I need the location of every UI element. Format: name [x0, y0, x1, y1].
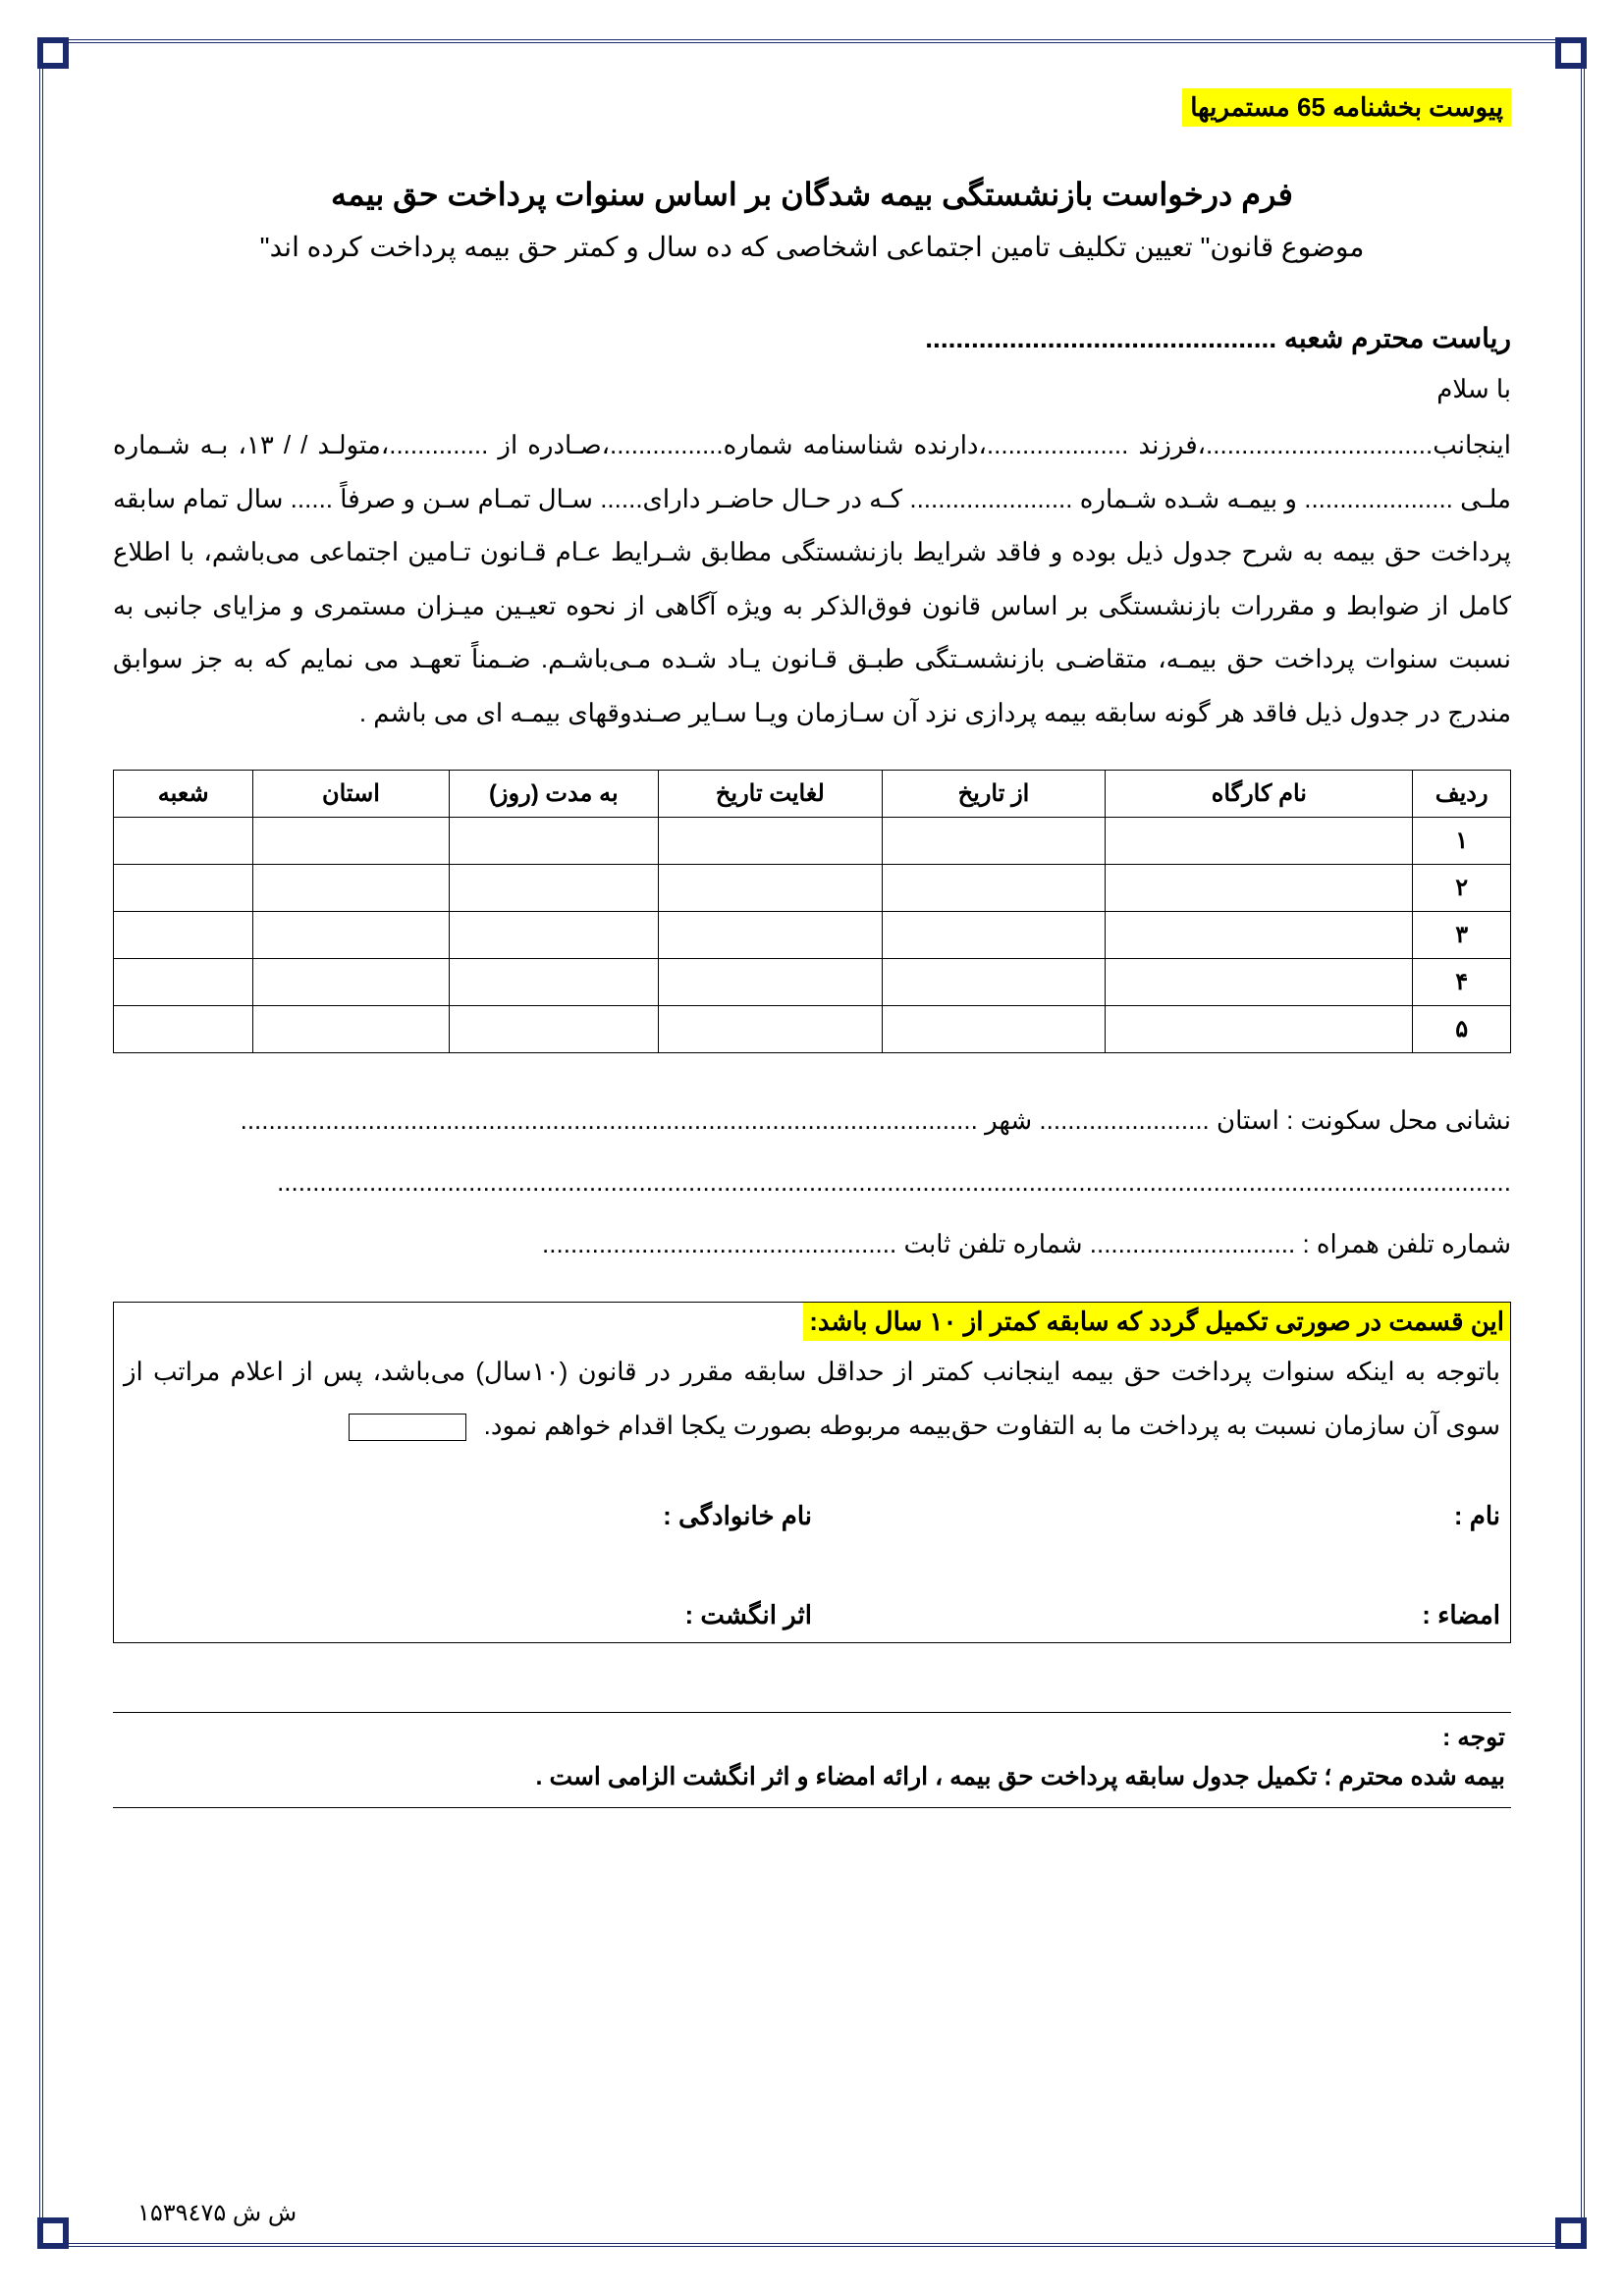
corner-ornament: [1555, 2217, 1587, 2249]
attachment-badge: پیوست بخشنامه 65 مستمریها: [1182, 88, 1511, 127]
row-number: ٣: [1413, 911, 1511, 958]
greeting: با سلام: [113, 374, 1511, 404]
row-number: ٢: [1413, 864, 1511, 911]
under-10-years-section: این قسمت در صورتی تکمیل گردد که سابقه کم…: [113, 1302, 1511, 1643]
amount-box[interactable]: [349, 1414, 466, 1441]
row-number: ۴: [1413, 958, 1511, 1005]
table-header-row: ردیف: [1413, 770, 1511, 817]
fingerprint-label: اثر انگشت :: [124, 1600, 812, 1630]
corner-ornament: [1555, 37, 1587, 69]
section-heading: این قسمت در صورتی تکمیل گردد که سابقه کم…: [803, 1303, 1510, 1341]
table-row: ١: [114, 817, 1511, 864]
table-header-days: به مدت (روز): [449, 770, 658, 817]
table-header-to: لغایت تاریخ: [659, 770, 883, 817]
table-header-province: استان: [253, 770, 449, 817]
branch-head-line: ریاست محترم شعبه .......................…: [113, 322, 1511, 354]
table-header-branch: شعبه: [114, 770, 253, 817]
form-title: فرم درخواست بازنشستگی بیمه شدگان بر اساس…: [113, 176, 1511, 213]
address-line-1: نشانی محل سکونت : استان ................…: [113, 1093, 1511, 1148]
phone-line: شماره تلفن همراه : .....................…: [113, 1216, 1511, 1272]
section-text: باتوجه به اینکه سنوات پرداخت حق بیمه این…: [114, 1341, 1510, 1452]
address-line-2: ........................................…: [113, 1154, 1511, 1210]
declaration-text: اینجانب................................،…: [113, 418, 1511, 740]
row-number: ۵: [1413, 1005, 1511, 1052]
footer-code: ش ش ١۵٣٩٤٧۵: [137, 2199, 297, 2227]
corner-ornament: [37, 37, 69, 69]
table-row: ٢: [114, 864, 1511, 911]
corner-ornament: [37, 2217, 69, 2249]
table-header-from: از تاریخ: [882, 770, 1106, 817]
form-subtitle: موضوع قانون" تعیین تکلیف تامین اجتماعی ا…: [113, 231, 1511, 263]
notice-text: بیمه شده محترم ؛ تکمیل جدول سابقه پرداخت…: [119, 1762, 1505, 1791]
table-row: ۴: [114, 958, 1511, 1005]
table-row: ٣: [114, 911, 1511, 958]
row-number: ١: [1413, 817, 1511, 864]
insurance-records-table: ردیف نام کارگاه از تاریخ لغایت تاریخ به …: [113, 770, 1511, 1053]
table-row: ۵: [114, 1005, 1511, 1052]
signature-row: امضاء : اثر انگشت :: [114, 1600, 1510, 1630]
family-name-label: نام خانوادگی :: [124, 1501, 812, 1531]
signature-label: امضاء :: [812, 1600, 1500, 1630]
table-header-workshop: نام کارگاه: [1106, 770, 1413, 817]
notice-box: توجه : بیمه شده محترم ؛ تکمیل جدول سابقه…: [113, 1712, 1511, 1808]
name-label: نام :: [812, 1501, 1500, 1531]
document-content: پیوست بخشنامه 65 مستمریها فرم درخواست با…: [113, 88, 1511, 2198]
name-row: نام : نام خانوادگی :: [114, 1501, 1510, 1531]
notice-title: توجه :: [119, 1723, 1505, 1752]
